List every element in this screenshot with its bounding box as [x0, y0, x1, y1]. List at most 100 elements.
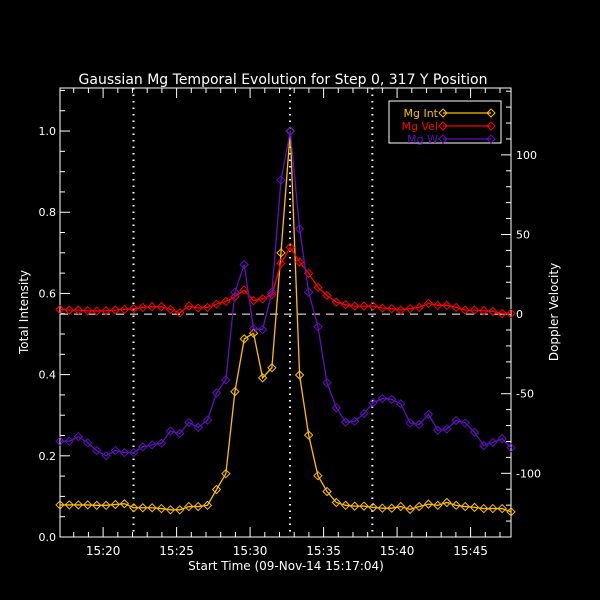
data-point [248, 328, 259, 338]
data-point [64, 500, 75, 510]
y-left-tick-label: 0.8 [39, 206, 57, 219]
data-point [322, 290, 332, 301]
data-point [276, 258, 286, 269]
data-point [396, 305, 406, 315]
data-point [469, 305, 480, 315]
data-point [285, 242, 295, 253]
series-line [60, 130, 512, 513]
data-point [92, 500, 102, 511]
data-point [414, 501, 424, 512]
data-point [377, 503, 388, 513]
x-tick-label: 15:20 [86, 544, 121, 558]
data-point [349, 501, 360, 511]
y-right-tick-label: 50 [516, 228, 530, 241]
data-point [193, 303, 203, 313]
legend-marker [438, 108, 448, 118]
data-point [377, 393, 388, 404]
data-point [497, 503, 507, 514]
series-mg-vel [55, 242, 516, 319]
data-point [156, 302, 167, 312]
data-point [129, 503, 139, 513]
data-point [414, 302, 424, 313]
data-point [377, 303, 388, 313]
series-line [60, 130, 512, 457]
data-point [73, 305, 84, 315]
series-mg-int [55, 126, 516, 517]
data-point [276, 175, 286, 185]
data-point [82, 306, 93, 316]
data-point [211, 299, 222, 309]
data-point [165, 426, 176, 436]
data-point [156, 438, 167, 448]
data-point [101, 306, 111, 316]
data-point [396, 501, 406, 512]
data-point [193, 501, 203, 512]
y-right-tick-label: 100 [516, 149, 537, 162]
data-point [460, 501, 470, 512]
series-line [59, 246, 511, 315]
data-point [331, 403, 342, 413]
legend-box [388, 100, 502, 144]
data-point [469, 502, 480, 513]
data-point [92, 306, 102, 316]
data-point [479, 503, 489, 514]
data-point [55, 304, 65, 315]
y-right-tick-label: -100 [516, 467, 541, 480]
y-right-tick-label: -50 [516, 388, 534, 401]
data-point [442, 424, 452, 434]
data-point [165, 304, 176, 315]
data-point [506, 507, 516, 517]
data-point [340, 500, 351, 511]
data-point [331, 497, 342, 508]
data-point [349, 416, 360, 427]
data-point [303, 287, 314, 297]
data-point [294, 257, 305, 267]
plot-frame [59, 87, 512, 538]
legend-marker [486, 121, 496, 131]
data-point [230, 292, 240, 302]
data-point [340, 299, 351, 310]
data-point [294, 370, 305, 380]
data-point [386, 303, 397, 314]
y-left-tick-label: 0.4 [39, 369, 57, 382]
data-point [202, 302, 213, 313]
data-point [423, 499, 434, 509]
data-point [497, 308, 507, 319]
data-point [257, 373, 268, 383]
data-point [313, 470, 323, 481]
data-point [73, 432, 84, 442]
data-point [230, 386, 240, 397]
data-point [313, 282, 323, 293]
data-point [442, 497, 452, 508]
data-point [386, 394, 397, 405]
chart-title: Gaussian Mg Temporal Evolution for Step … [79, 72, 488, 88]
data-point [285, 126, 295, 136]
data-point [322, 486, 332, 497]
data-point [349, 301, 360, 311]
data-point [433, 425, 443, 435]
legend-marker [438, 121, 448, 131]
data-point [488, 437, 498, 448]
data-point [138, 503, 148, 513]
data-point [211, 388, 222, 398]
data-point [479, 440, 489, 451]
data-point [165, 505, 176, 515]
data-point [175, 505, 185, 515]
x-tick-label: 15:25 [159, 544, 194, 558]
data-point [92, 445, 102, 456]
legend-label: Mg Vel [402, 120, 438, 133]
y-left-tick-label: 1.0 [39, 125, 57, 138]
data-point [479, 306, 489, 316]
data-point [248, 324, 259, 334]
data-point [202, 500, 213, 511]
data-point [451, 302, 461, 313]
data-point [55, 436, 65, 446]
data-point [55, 500, 65, 510]
data-point [460, 418, 470, 428]
data-point [359, 501, 369, 511]
data-point [488, 503, 498, 514]
legend-marker [486, 108, 496, 118]
data-point [239, 259, 249, 270]
x-tick-label: 15:45 [453, 544, 488, 558]
